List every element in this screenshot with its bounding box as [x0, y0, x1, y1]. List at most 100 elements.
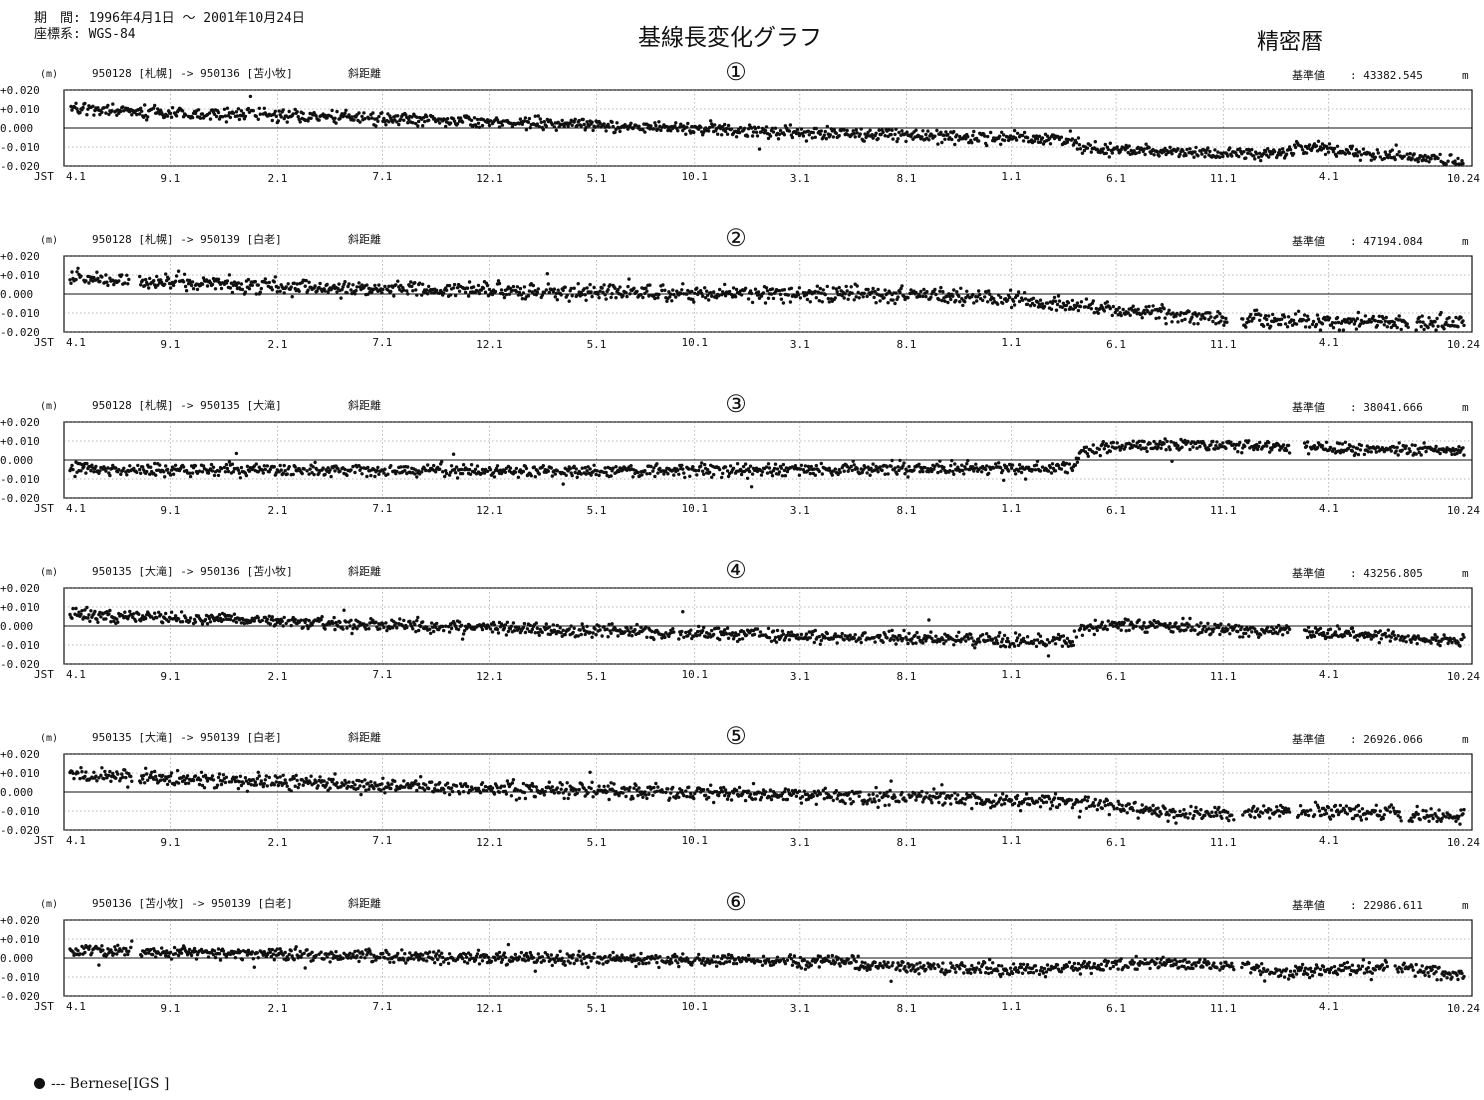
data-point [483, 290, 488, 294]
data-point [1320, 444, 1325, 448]
data-point [603, 293, 607, 297]
data-point [989, 130, 993, 135]
data-point [1427, 316, 1431, 320]
data-point [998, 134, 1002, 138]
data-point [645, 472, 649, 476]
data-point [1446, 159, 1450, 163]
data-point [850, 291, 854, 295]
data-point [426, 463, 430, 467]
data-point [1005, 298, 1010, 302]
data-point [435, 288, 439, 292]
data-point [1434, 444, 1438, 449]
data-point [1327, 316, 1332, 320]
data-point [529, 474, 533, 478]
data-point [690, 124, 694, 129]
data-point [89, 609, 93, 613]
data-point [598, 628, 602, 632]
data-point [190, 115, 195, 120]
data-point [833, 296, 837, 300]
x-tick-label: 8.1 [896, 504, 916, 517]
data-point [594, 472, 598, 477]
data-point [1164, 448, 1168, 452]
data-point [588, 630, 592, 634]
data-point [1395, 325, 1399, 330]
data-point [1190, 315, 1194, 319]
data-point [754, 130, 759, 134]
data-point [502, 626, 507, 630]
data-point [604, 297, 608, 301]
data-point [1111, 440, 1116, 445]
data-point [164, 272, 168, 276]
data-point [593, 627, 597, 631]
data-point [564, 473, 568, 477]
data-point [405, 625, 409, 630]
data-point [1359, 153, 1364, 157]
data-point [1350, 144, 1355, 148]
data-point [901, 637, 905, 641]
x-tick-label: 8.1 [896, 338, 916, 351]
data-point [553, 472, 557, 476]
data-point [858, 132, 862, 136]
data-point [702, 625, 706, 630]
data-point [831, 286, 835, 290]
data-point [1044, 643, 1049, 647]
data-point [845, 128, 849, 133]
data-point [824, 137, 828, 141]
data-point [523, 116, 528, 120]
data-point [1225, 320, 1229, 324]
data-point [938, 289, 942, 293]
data-point [1415, 320, 1419, 324]
data-point [1032, 303, 1037, 307]
data-point [842, 469, 846, 473]
data-point [270, 615, 274, 619]
data-point [1382, 323, 1387, 327]
data-point [338, 620, 342, 625]
data-point [863, 631, 867, 635]
data-point [940, 140, 944, 145]
data-point [1012, 644, 1017, 648]
data-point [1343, 152, 1348, 156]
data-point [1414, 328, 1418, 332]
data-point [406, 465, 410, 469]
data-point [223, 114, 228, 118]
data-point [657, 120, 661, 124]
data-point [1076, 456, 1081, 461]
data-point [307, 618, 311, 623]
data-point [344, 108, 348, 113]
data-point [629, 626, 633, 630]
data-point [713, 123, 717, 127]
data-point [1065, 140, 1070, 144]
data-point [159, 613, 163, 617]
data-point [280, 619, 284, 623]
data-point [1035, 638, 1040, 642]
data-point [789, 286, 794, 290]
data-point [1070, 468, 1075, 473]
data-point [510, 288, 515, 293]
data-point [421, 620, 425, 624]
data-point [1444, 162, 1448, 166]
data-point [856, 290, 860, 295]
data-point [475, 117, 480, 122]
data-point [321, 623, 325, 627]
data-point [1280, 317, 1284, 321]
data-point [1417, 315, 1421, 320]
data-point [1199, 317, 1203, 321]
data-point [618, 285, 622, 289]
data-point [1001, 468, 1005, 473]
data-point [399, 117, 403, 121]
data-point [444, 124, 448, 129]
data-point [1426, 325, 1430, 330]
data-point [764, 125, 769, 129]
data-point [341, 285, 345, 289]
data-point [1206, 146, 1210, 150]
data-point [1230, 154, 1234, 158]
data-point [398, 617, 402, 621]
data-point [946, 132, 950, 137]
data-point [1349, 147, 1354, 151]
data-point [544, 288, 548, 292]
data-point [1103, 142, 1108, 147]
data-point [1438, 451, 1442, 456]
data-point [852, 131, 856, 136]
data-point [942, 465, 946, 470]
data-point [364, 627, 368, 631]
